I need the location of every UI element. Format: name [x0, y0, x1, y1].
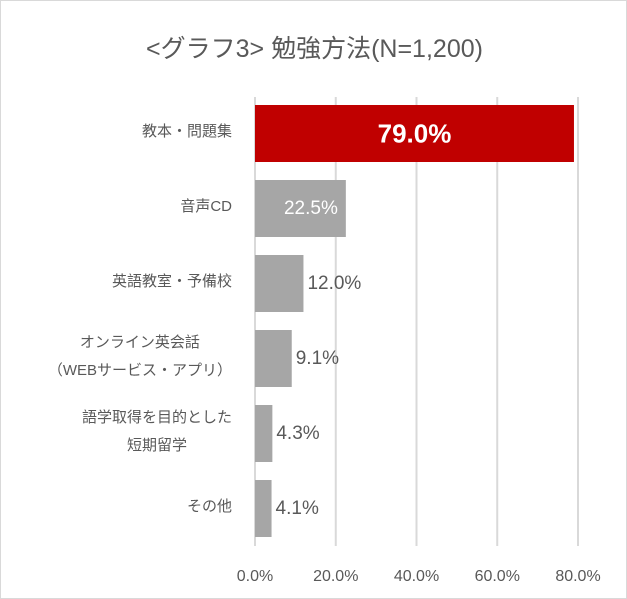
bar	[255, 405, 273, 462]
data-label: 4.3%	[276, 423, 319, 444]
bar	[255, 480, 272, 537]
bar	[255, 255, 304, 312]
data-label: 12.0%	[307, 273, 361, 294]
category-label: 語学取得を目的とした 短期留学	[81, 408, 232, 454]
data-label: 22.5%	[284, 198, 338, 219]
x-tick-label: 20.0%	[313, 568, 358, 585]
category-label: その他	[186, 497, 232, 515]
x-tick-label: 0.0%	[237, 568, 273, 585]
bar	[255, 105, 574, 162]
x-tick-label: 60.0%	[475, 568, 520, 585]
category-label: 英語教室・予備校	[111, 272, 232, 290]
bar	[255, 330, 292, 387]
x-tick-label: 80.0%	[555, 568, 600, 585]
x-tick-label: 40.0%	[394, 568, 439, 585]
data-label: 9.1%	[296, 348, 339, 369]
category-label: オンライン英会話 （WEBサービス・アプリ）	[47, 333, 232, 379]
category-label: 教本・問題集	[141, 122, 232, 140]
data-label: 4.1%	[276, 498, 319, 519]
data-label: 79.0%	[378, 119, 452, 149]
chart-title: <グラフ3> 勉強方法(N=1,200)	[146, 35, 483, 63]
bar	[255, 180, 346, 237]
category-label: 音声CD	[180, 197, 232, 215]
